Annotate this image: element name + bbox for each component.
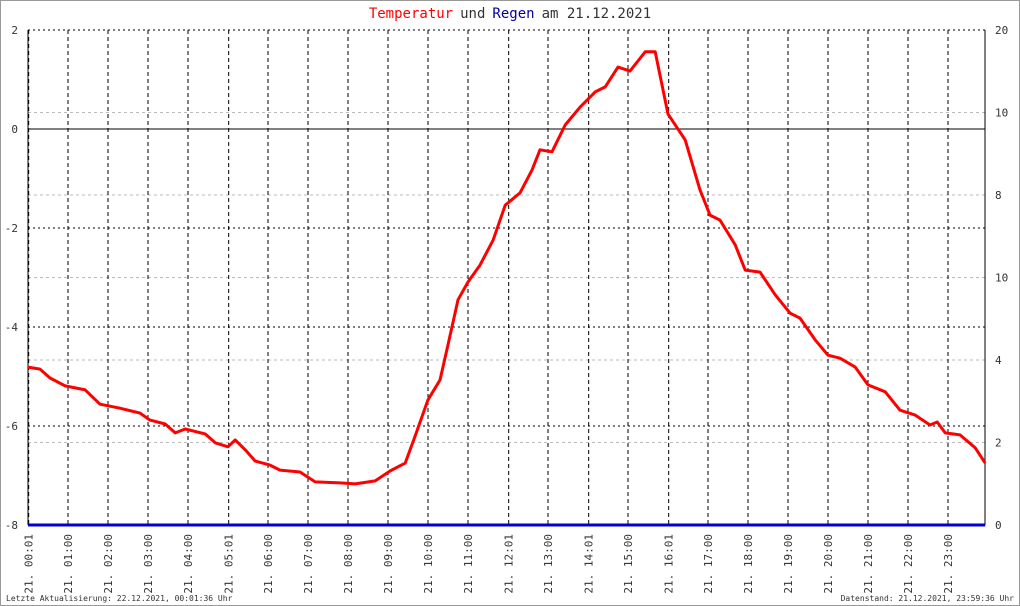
x-tick-label: 21. 04:00 [182,534,195,594]
x-tick-label: 21. 15:00 [622,534,635,594]
x-tick-label: 21. 23:00 [942,534,955,594]
title-part: am 21.12.2021 [542,6,652,22]
chart-title: Temperatur und Regen am 21.12.2021 [369,6,651,22]
y2-tick-label: 10 [995,272,1008,285]
x-tick-label: 21. 06:00 [262,534,275,594]
y-tick-label: -8 [5,519,18,532]
y2-tick-label: 8 [995,189,1002,202]
x-tick-label: 21. 11:00 [462,534,475,594]
x-tick-label: 21. 03:00 [142,534,155,594]
y2-tick-label: 20 [995,24,1008,37]
y2-tick-label: 0 [995,519,1002,532]
x-tick-label: 21. 21:00 [862,534,875,594]
x-tick-label: 21. 08:00 [342,534,355,594]
y2-tick-label: 2 [995,437,1002,450]
x-tick-label: 21. 13:00 [542,534,555,594]
title-part: Regen [492,6,534,22]
x-tick-label: 21. 22:00 [902,534,915,594]
y-tick-label: -6 [5,420,18,433]
x-tick-label: 21. 17:00 [702,534,715,594]
x-tick-label: 21. 05:01 [223,534,236,594]
y-tick-label: -4 [5,321,19,334]
x-tick-label: 21. 07:00 [302,534,315,594]
y-tick-label: -2 [5,222,18,235]
x-tick-label: 21. 14:01 [583,534,596,594]
footer-left: Letzte Aktualisierung: 22.12.2021, 00:01… [6,594,233,603]
x-tick-label: 21. 09:00 [382,534,395,594]
x-tick-label: 21. 18:00 [742,534,755,594]
x-tick-label: 21. 20:00 [822,534,835,594]
x-tick-label: 21. 00:01 [23,534,36,594]
x-tick-label: 21. 01:00 [62,534,75,594]
x-tick-label: 21. 19:00 [782,534,795,594]
x-tick-label: 21. 02:00 [102,534,115,594]
series-line [27,50,987,486]
footer-right: Datenstand: 21.12.2021, 23:59:36 Uhr [841,594,1015,603]
x-tick-label: 21. 12:01 [503,534,516,594]
y-tick-label: 0 [11,123,18,136]
title-part: und [460,6,485,22]
y-tick-label: 2 [11,24,18,37]
y2-tick-label: 4 [995,354,1002,367]
y2-tick-label: 10 [995,107,1008,120]
x-tick-label: 21. 10:00 [422,534,435,594]
title-part: Temperatur [369,6,453,22]
x-tick-label: 21. 16:01 [663,534,676,594]
